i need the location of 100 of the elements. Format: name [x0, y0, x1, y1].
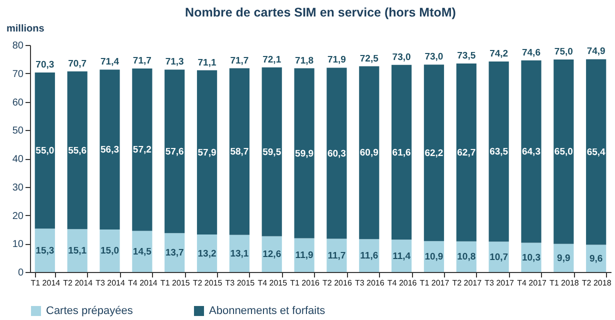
- bar: [196, 234, 218, 272]
- data-label: 57,9: [198, 147, 216, 158]
- total-label: 73,0: [392, 52, 411, 63]
- bar: [326, 68, 347, 239]
- data-label: 55,6: [68, 145, 87, 156]
- y-tick-label: 10: [12, 239, 24, 250]
- y-axis-title: millions: [6, 24, 45, 34]
- x-tick-label: T2 2016: [322, 278, 352, 288]
- x-tick-label: T4 2014: [128, 278, 158, 288]
- data-label: 59,5: [262, 146, 282, 158]
- data-label: 59,9: [295, 148, 314, 160]
- bar: [488, 61, 509, 242]
- total-label: 72,5: [360, 53, 380, 64]
- x-tick-label: T1 2015: [160, 278, 190, 288]
- x-tick-label: T2 2018: [582, 278, 612, 288]
- data-label: 13,7: [165, 248, 184, 259]
- data-label: 15,1: [68, 246, 88, 257]
- y-tick-label: 0: [18, 268, 24, 278]
- total-label: 71,1: [198, 57, 217, 68]
- data-label: 63,5: [490, 146, 509, 158]
- total-label: 70,7: [68, 58, 87, 70]
- data-label: 62,2: [424, 148, 444, 159]
- data-label: 10,8: [457, 252, 476, 263]
- y-tick-label: 20: [12, 210, 24, 222]
- data-label: 13,2: [198, 248, 216, 260]
- bar: [521, 60, 542, 243]
- bar: [34, 228, 55, 272]
- data-label: 57,2: [132, 144, 152, 156]
- data-label: 14,5: [132, 246, 152, 258]
- y-tick-label: 80: [12, 40, 24, 52]
- chart-title: Nombre de cartes SIM en service (hors MtoM): [185, 6, 456, 20]
- data-label: 10,3: [522, 252, 540, 264]
- data-label: 61,6: [392, 147, 411, 158]
- bar: [294, 238, 314, 272]
- data-label: 12,6: [262, 249, 282, 260]
- data-label: 11,7: [328, 250, 346, 262]
- x-tick-label: T4 2015: [258, 278, 288, 288]
- x-tick-label: T1 2017: [420, 278, 450, 288]
- data-label: 11,4: [392, 250, 412, 262]
- data-label: 56,3: [100, 144, 120, 156]
- total-label: 72,1: [262, 54, 282, 66]
- y-tick-label: 50: [12, 126, 24, 137]
- bar: [586, 59, 606, 245]
- data-label: 64,3: [522, 146, 540, 158]
- data-label: 10,9: [424, 252, 444, 263]
- total-label: 71,7: [132, 56, 152, 67]
- bar: [164, 70, 185, 234]
- data-label: 15,3: [36, 245, 54, 256]
- bar: [456, 63, 476, 242]
- y-tick-label: 60: [12, 97, 24, 108]
- bar: [67, 71, 88, 230]
- x-tick-label: T2 2014: [63, 278, 94, 288]
- data-label: 15,0: [100, 246, 120, 257]
- data-label: 55,0: [36, 146, 54, 157]
- total-label: 71,7: [230, 55, 249, 66]
- bar: [34, 72, 55, 229]
- bar: [359, 239, 380, 272]
- bar: [294, 68, 314, 238]
- y-tick-label: 40: [12, 154, 24, 165]
- y-tick-label: 30: [12, 182, 24, 194]
- total-label: 74,2: [490, 48, 508, 60]
- legend-label: Cartes prépayées: [46, 305, 134, 317]
- bar: [262, 236, 282, 272]
- total-label: 73,5: [457, 50, 476, 62]
- data-label: 58,7: [230, 146, 249, 158]
- data-label: 9,9: [557, 252, 570, 264]
- bar: [132, 230, 152, 272]
- bar: [326, 238, 347, 272]
- bar: [100, 229, 120, 272]
- total-label: 71,8: [295, 55, 314, 66]
- x-tick-label: T1 2016: [290, 278, 320, 288]
- data-label: 60,9: [360, 148, 378, 159]
- bar: [67, 229, 88, 272]
- bar: [229, 68, 250, 235]
- bar: [262, 67, 282, 236]
- y-tick-label: 70: [12, 68, 24, 80]
- total-label: 74,9: [586, 46, 606, 58]
- total-label: 73,0: [424, 52, 444, 63]
- data-label: 60,3: [327, 148, 346, 160]
- data-label: 11,9: [295, 250, 314, 262]
- bar: [164, 233, 185, 272]
- total-label: 75,0: [554, 46, 573, 58]
- total-label: 71,3: [165, 56, 184, 68]
- data-label: 62,7: [457, 147, 476, 158]
- x-tick-label: T4 2017: [517, 278, 547, 288]
- bar: [196, 70, 218, 235]
- bar: [100, 70, 120, 230]
- bar: [554, 59, 574, 244]
- data-label: 10,7: [490, 252, 508, 263]
- bar: [132, 68, 152, 231]
- data-label: 11,6: [360, 250, 378, 262]
- x-tick-label: T2 2017: [452, 278, 482, 288]
- x-tick-label: T2 2015: [192, 278, 223, 288]
- bar: [229, 234, 250, 272]
- data-label: 65,0: [554, 146, 573, 158]
- x-tick-label: T3 2017: [484, 278, 515, 288]
- x-tick-label: T1 2018: [549, 278, 580, 288]
- total-label: 70,3: [36, 60, 54, 71]
- x-tick-label: T4 2016: [387, 278, 418, 288]
- bar: [424, 64, 444, 242]
